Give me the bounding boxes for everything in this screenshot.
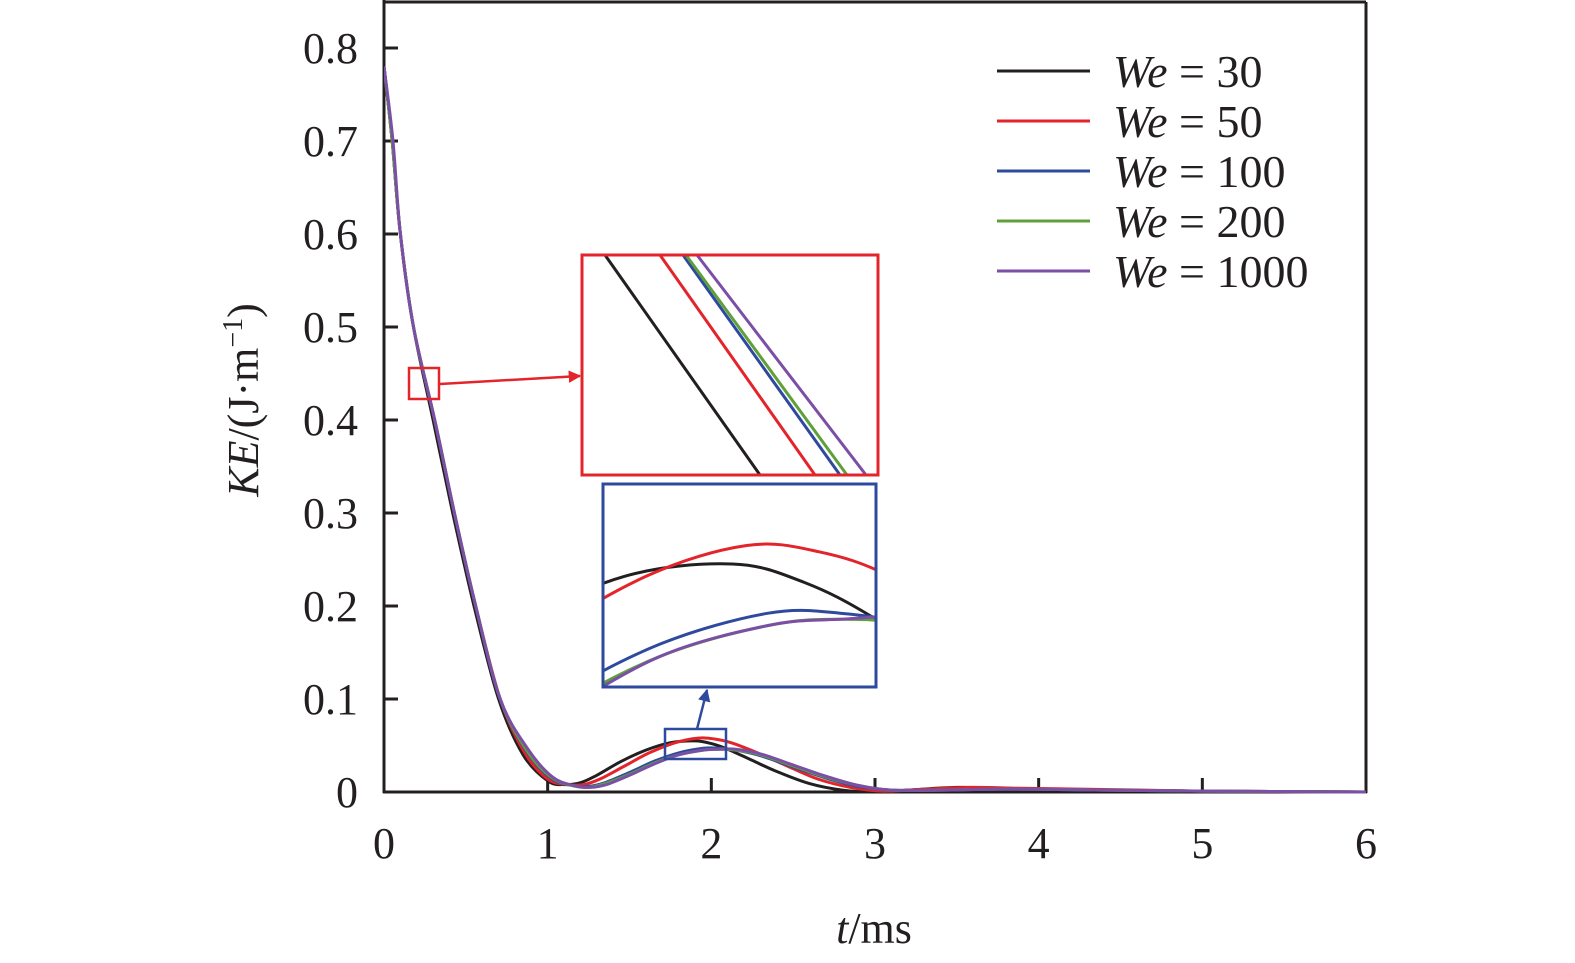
x-tick-label: 0	[373, 819, 395, 868]
y-ticks: 0 0.1 0.2 0.3 0.4 0.5 0.6 0.7 0.8	[303, 24, 398, 817]
y-tick-label: 0.8	[303, 24, 358, 73]
y-tick-label: 0.6	[303, 210, 358, 259]
y-tick-label: 0.2	[303, 582, 358, 631]
x-ticks: 0 1 2 3 4 5 6	[373, 778, 1377, 868]
svg-text:We = 50: We = 50	[1113, 96, 1262, 147]
svg-text:We = 100: We = 100	[1113, 146, 1285, 197]
y-axis-title: KE/(J·m−1)	[218, 303, 268, 498]
legend-item: We = 100	[997, 146, 1285, 197]
red-inset	[580, 253, 880, 477]
x-axis-title: t/ms	[836, 904, 912, 953]
svg-text:We = 1000: We = 1000	[1113, 246, 1308, 297]
legend-item: We = 30	[997, 46, 1262, 97]
blue-inset	[601, 482, 878, 689]
svg-text:We = 30: We = 30	[1113, 46, 1262, 97]
y-tick-label: 0.3	[303, 489, 358, 538]
y-tick-label: 0.1	[303, 675, 358, 724]
legend-item: We = 50	[997, 96, 1262, 147]
red-arrow	[439, 370, 582, 386]
blue-zoom-region	[663, 727, 728, 761]
x-tick-label: 5	[1191, 819, 1213, 868]
data-series	[384, 66, 1366, 794]
x-tick-label: 1	[537, 819, 559, 868]
x-tick-label: 4	[1028, 819, 1050, 868]
blue-arrow	[695, 688, 711, 730]
y-tick-label: 0.4	[303, 396, 358, 445]
svg-text:We = 200: We = 200	[1113, 196, 1285, 247]
series-line	[384, 66, 1366, 794]
red-zoom-region	[407, 366, 441, 401]
x-tick-label: 2	[700, 819, 722, 868]
y-tick-label: 0	[336, 768, 358, 817]
x-tick-label: 6	[1355, 819, 1377, 868]
legend-item: We = 200	[997, 196, 1285, 247]
legend-item: We = 1000	[997, 246, 1308, 297]
y-tick-label: 0.7	[303, 117, 358, 166]
y-tick-label: 0.5	[303, 303, 358, 352]
x-tick-label: 3	[864, 819, 886, 868]
